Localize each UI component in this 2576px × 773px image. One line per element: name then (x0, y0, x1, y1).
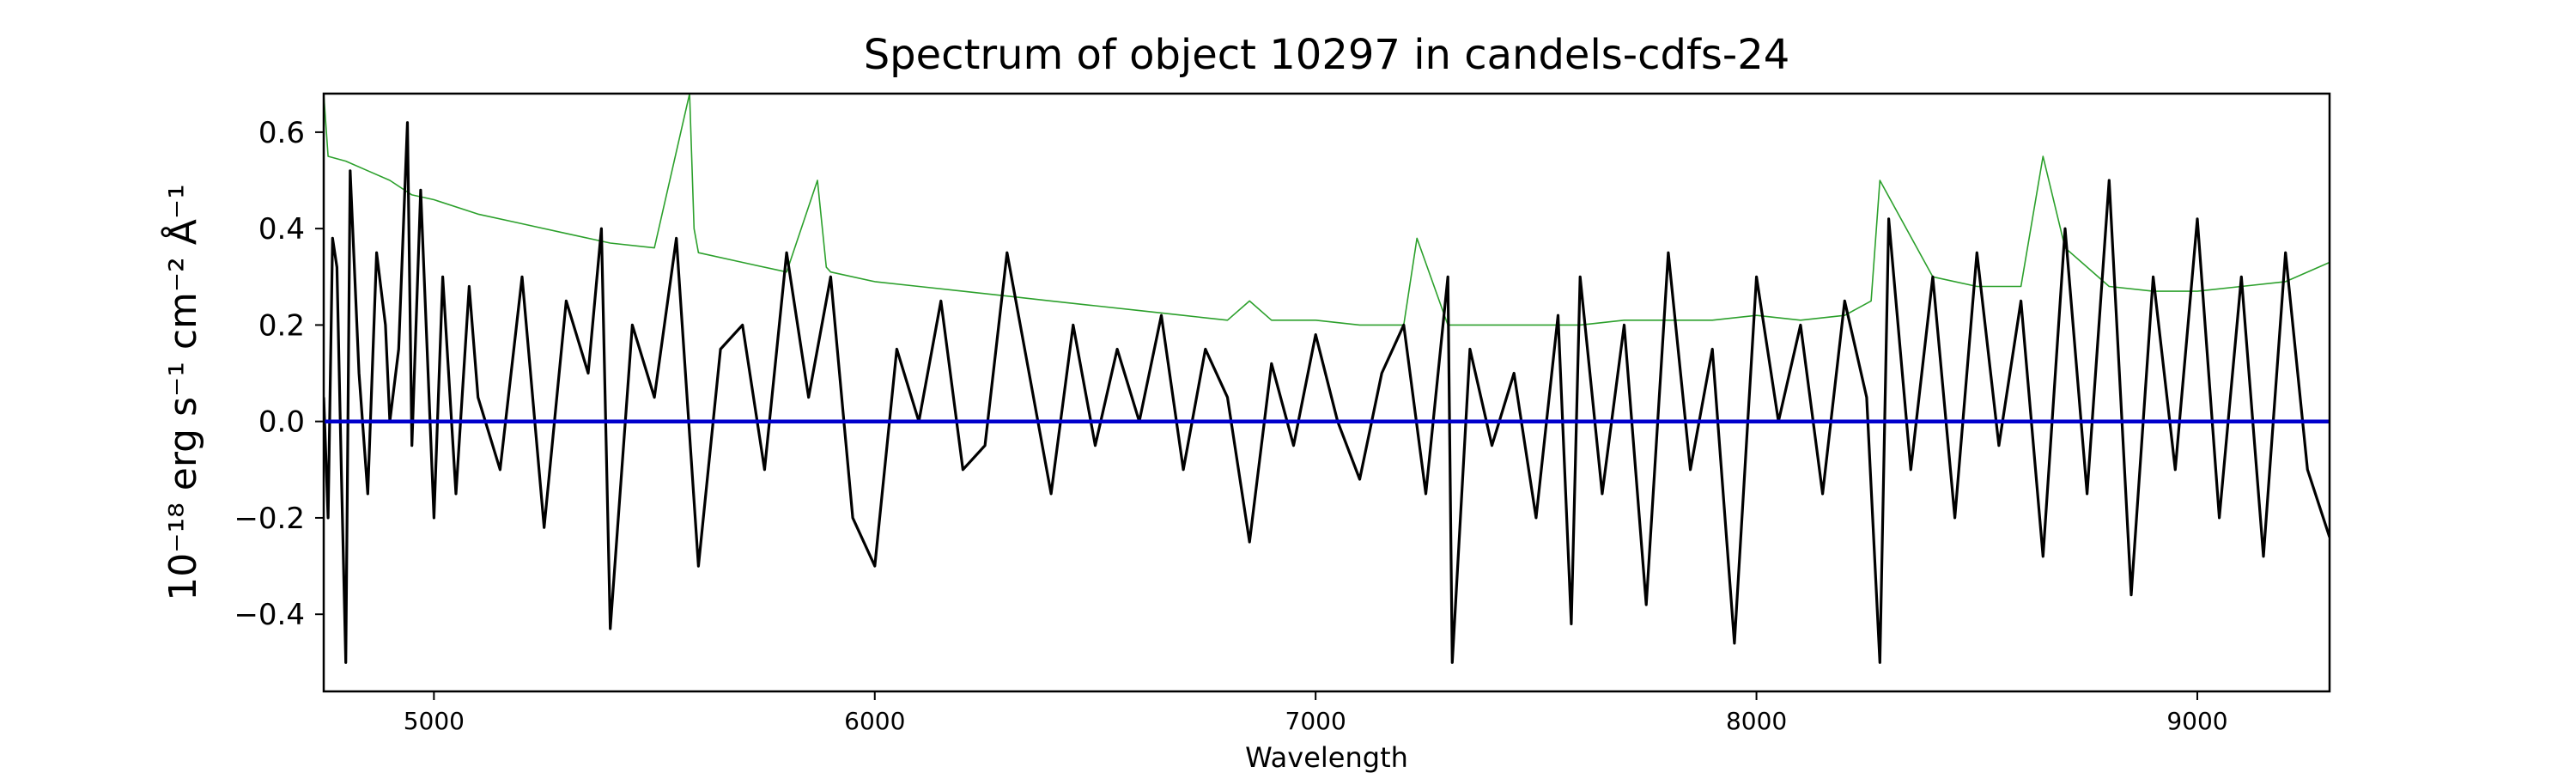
x-tick-label: 7000 (1285, 707, 1346, 735)
y-axis-label: 10⁻¹⁸ erg s⁻¹ cm⁻² Å⁻¹ (160, 184, 205, 600)
plot-series (324, 94, 2330, 664)
y-tick-label: 0.2 (258, 308, 305, 343)
series-line-error (324, 94, 2330, 326)
x-tick-label: 5000 (404, 707, 465, 735)
y-tick-label: −0.4 (234, 598, 305, 632)
y-axis: −0.4 −0.2 0.0 0.2 0.4 0.6 (234, 116, 324, 632)
y-tick-label: 0.0 (258, 405, 305, 440)
x-tick-label: 8000 (1726, 707, 1787, 735)
x-axis-label: Wavelength (1245, 741, 1408, 773)
chart-title: Spectrum of object 10297 in candels-cdfs… (864, 31, 1790, 79)
plot-frame (322, 92, 2331, 693)
y-tick-label: 0.6 (258, 116, 305, 150)
x-tick-label: 9000 (2166, 707, 2227, 735)
x-axis: 5000 6000 7000 8000 9000 (404, 691, 2228, 735)
y-tick-label: 0.4 (258, 212, 305, 247)
y-tick-label: −0.2 (234, 502, 305, 536)
x-tick-label: 6000 (844, 707, 905, 735)
series-line-flux (324, 121, 2330, 664)
